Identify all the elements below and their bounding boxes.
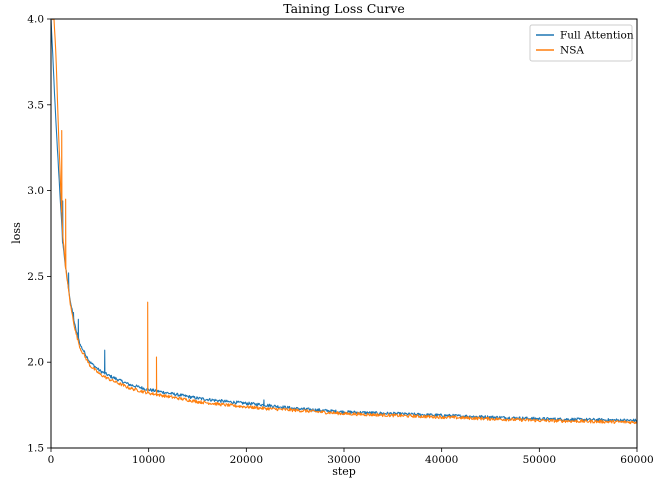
x-tick-label: 60000 bbox=[620, 454, 653, 466]
plot-area bbox=[50, 18, 638, 449]
axes-frame bbox=[50, 18, 638, 449]
x-tick-label: 40000 bbox=[425, 454, 458, 466]
series-lines bbox=[51, 19, 637, 425]
x-tick-label: 20000 bbox=[230, 454, 263, 466]
y-tick-label: 2.0 bbox=[27, 357, 44, 369]
y-tick-label: 4.0 bbox=[27, 14, 44, 26]
x-axis-label: step bbox=[332, 465, 356, 478]
series-line-full-attention bbox=[51, 19, 637, 423]
chart-title: Taining Loss Curve bbox=[283, 1, 405, 16]
x-tick-label: 10000 bbox=[132, 454, 165, 466]
y-tick-label: 1.5 bbox=[27, 443, 44, 455]
y-tick-label: 3.5 bbox=[27, 99, 44, 111]
x-tick-label: 30000 bbox=[327, 454, 360, 466]
legend: Full Attention NSA bbox=[529, 24, 634, 62]
y-axis-label: loss bbox=[10, 222, 23, 244]
y-tick-label: 3.0 bbox=[27, 185, 44, 197]
x-tick-label: 0 bbox=[48, 454, 55, 466]
x-tick-label: 50000 bbox=[523, 454, 556, 466]
legend-label: Full Attention bbox=[560, 30, 634, 42]
series-line-nsa bbox=[51, 19, 637, 425]
x-axis-ticks: 0 10000 20000 30000 40000 50000 60000 bbox=[48, 448, 654, 466]
legend-label: NSA bbox=[560, 45, 584, 57]
legend-box bbox=[529, 24, 633, 62]
y-axis-ticks: 1.5 2.0 2.5 3.0 3.5 4.0 bbox=[27, 14, 51, 455]
y-tick-label: 2.5 bbox=[27, 271, 44, 283]
